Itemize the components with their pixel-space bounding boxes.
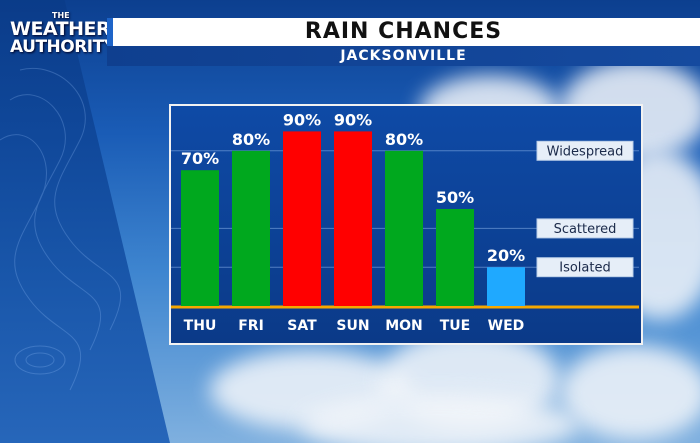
logo-line2: AUTHORITY [10, 37, 116, 57]
data-label-fri: 80% [232, 130, 270, 149]
data-label-sat: 90% [283, 110, 321, 129]
level-label: Scattered [554, 222, 617, 237]
bar-mon [385, 150, 423, 306]
data-label-sun: 90% [334, 110, 372, 129]
bar-sun [334, 131, 372, 306]
bar-wed [487, 267, 525, 306]
chart-subtitle: JACKSONVILLE [340, 48, 467, 64]
station-logo: THE WEATHER AUTHORITY [10, 11, 116, 57]
logo-the: THE [52, 11, 70, 20]
bar-sat [283, 131, 321, 306]
chart-title: RAIN CHANCES [304, 19, 503, 44]
x-tick-label-wed: WED [488, 318, 525, 334]
subtitle-bar [107, 46, 700, 66]
data-label-wed: 20% [487, 246, 525, 265]
x-tick-label-mon: MON [385, 318, 423, 334]
bar-tue [436, 209, 474, 306]
logo-line1: WEATHER [10, 18, 111, 40]
topographic-pattern [0, 68, 122, 391]
level-label-box [536, 140, 634, 161]
bar-fri [232, 150, 270, 306]
level-label: Widespread [547, 144, 624, 159]
x-tick-label-fri: FRI [238, 318, 264, 334]
x-tick-label-tue: TUE [440, 318, 470, 334]
level-label-box [536, 218, 634, 239]
x-tick-label-sun: SUN [336, 318, 369, 334]
title-bar [107, 18, 700, 46]
x-tick-label-thu: THU [184, 318, 217, 334]
data-label-mon: 80% [385, 130, 423, 149]
data-label-thu: 70% [181, 149, 219, 168]
data-label-tue: 50% [436, 188, 474, 207]
cloud-shape [560, 345, 700, 440]
title-accent [107, 18, 113, 46]
bar-thu [181, 170, 219, 306]
cloud-shape [300, 395, 580, 443]
x-tick-label-sat: SAT [287, 318, 317, 334]
level-label: Isolated [559, 261, 611, 276]
level-label-box [536, 257, 634, 278]
